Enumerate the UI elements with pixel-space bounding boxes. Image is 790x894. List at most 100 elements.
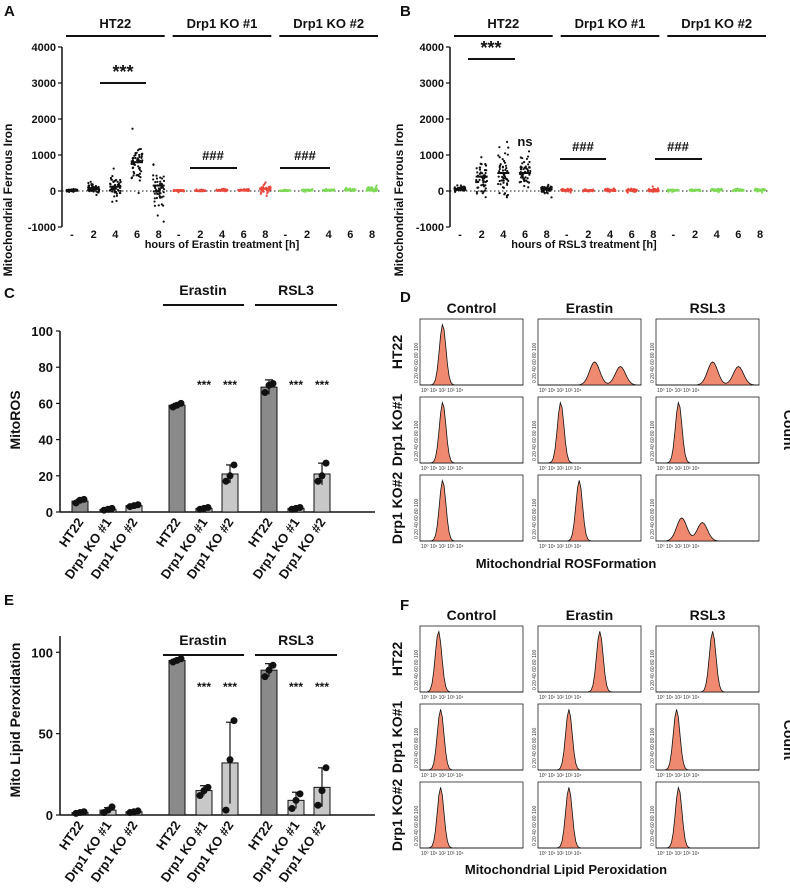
x-tick-label: - [671, 229, 675, 241]
count-label: Count [781, 410, 790, 451]
x-tick-label: 4 [219, 229, 226, 241]
data-point [503, 192, 507, 195]
y-tick-label: 0 [50, 186, 56, 198]
histogram [538, 631, 641, 693]
data-point [108, 504, 116, 512]
x-tick-label: 2 [692, 229, 698, 241]
y-tick-label: 100 [31, 645, 53, 660]
data-point [527, 163, 530, 166]
y-tick-text: 0 20 40 60 80 100 [532, 420, 538, 461]
y-tick-label: 1000 [420, 150, 444, 162]
histogram [656, 786, 759, 849]
data-point [459, 189, 462, 192]
y-tick-text: 0 20 40 60 80 100 [414, 727, 420, 768]
data-point [265, 189, 269, 192]
data-point [155, 196, 159, 200]
data-point [525, 157, 529, 161]
data-point [528, 173, 531, 176]
data-point [156, 214, 159, 217]
data-point [162, 220, 165, 223]
data-point [114, 187, 117, 190]
group-label: Drp1 KO #1 [187, 16, 258, 31]
sig-label: *** [480, 38, 501, 58]
data-point [132, 170, 135, 174]
data-point [499, 163, 502, 166]
group-label: Drp1 KO #1 [575, 16, 646, 31]
sig-label: *** [197, 378, 211, 392]
data-point [87, 181, 90, 185]
data-point [137, 158, 140, 161]
data-point [370, 186, 373, 189]
data-point [157, 204, 160, 207]
data-point [761, 191, 764, 194]
y-axis-label: Mito Lipid Peroxidation [7, 643, 23, 798]
data-point [91, 183, 94, 186]
data-point [110, 178, 113, 181]
data-point [222, 806, 230, 814]
data-point [135, 151, 138, 154]
x-tick-label: - [458, 229, 462, 241]
y-axis-label: Mitochondrial Ferrous Iron [1, 124, 15, 277]
x-axis-label: hours of Erastin treatment [h] [145, 239, 300, 251]
data-point [140, 170, 143, 173]
data-point [475, 192, 479, 195]
sig-label: *** [197, 680, 211, 694]
data-point [115, 194, 118, 197]
data-point [204, 783, 212, 791]
data-point [498, 179, 501, 183]
histogram [420, 630, 523, 693]
y-tick-text: 0 20 40 60 80 100 [532, 498, 538, 539]
data-point [134, 501, 142, 509]
data-point [484, 187, 487, 190]
data-point [116, 188, 120, 191]
panel-label: A [4, 3, 15, 20]
x-tick-label: 4 [326, 229, 333, 241]
data-point [259, 192, 262, 195]
x-tick-label: 8 [650, 229, 656, 241]
data-point [499, 183, 502, 186]
x-tick-text: 10⁰ 10¹ 10² 10³ 10⁴ [539, 466, 582, 472]
data-point [157, 192, 161, 196]
data-point [141, 159, 144, 162]
column-header: Control [447, 607, 497, 623]
x-tick-label: 6 [522, 229, 528, 241]
data-point [524, 179, 528, 182]
data-point [523, 160, 526, 164]
x-tick-label: 6 [134, 229, 140, 241]
data-point [506, 170, 509, 173]
data-point [132, 174, 135, 177]
data-point [138, 172, 142, 175]
data-point [506, 193, 510, 197]
x-tick-text: 10⁰ 10¹ 10² 10³ 10⁴ [539, 544, 582, 550]
data-point [480, 163, 483, 166]
y-tick-label: 20 [39, 469, 53, 484]
data-point [137, 165, 140, 168]
histogram [538, 361, 642, 386]
x-axis-label: Mitochondrial ROSFormation [476, 556, 657, 571]
panel-a: A Mitochondrial Ferrous Iron hours of Er… [1, 3, 382, 276]
data-point [131, 127, 134, 130]
group-label: HT22 [487, 16, 519, 31]
data-point [134, 807, 142, 815]
data-point [113, 191, 117, 194]
x-tick-text: 10⁰ 10¹ 10² 10³ 10⁴ [657, 695, 700, 701]
histogram-frame [537, 396, 642, 464]
row-header: Drp1 KO#2 [389, 472, 405, 545]
data-point [162, 191, 165, 194]
data-point [226, 472, 234, 480]
data-point [543, 192, 546, 195]
data-point [542, 190, 545, 193]
x-tick-text: 10⁰ 10¹ 10² 10³ 10⁴ [421, 466, 464, 472]
data-point [476, 171, 479, 174]
data-point [292, 796, 300, 804]
x-tick-text: 10⁰ 10¹ 10² 10³ 10⁴ [421, 851, 464, 857]
data-point [155, 177, 159, 180]
y-tick-text: 0 20 40 60 80 100 [650, 727, 656, 768]
data-point [521, 162, 524, 165]
data-point [131, 157, 134, 160]
histogram [538, 709, 641, 771]
y-tick-label: 2000 [420, 114, 444, 126]
data-point [137, 191, 140, 195]
column-header: Erastin [566, 300, 613, 316]
